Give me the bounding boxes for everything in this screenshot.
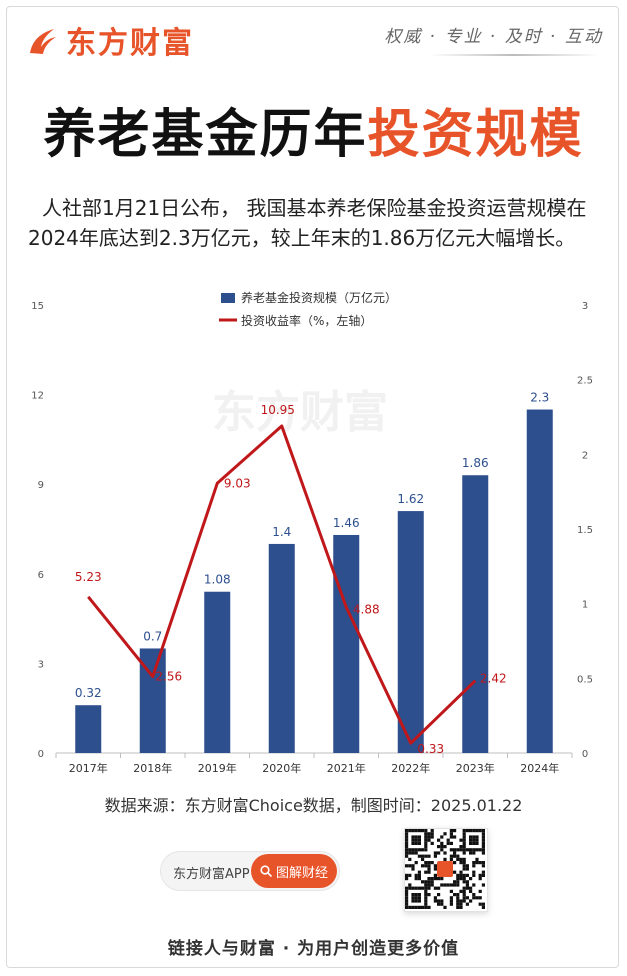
bar-value-label: 1.08 (204, 573, 231, 587)
app-name: 东方财富APP (173, 863, 250, 882)
right-axis-tick: 1.5 (577, 525, 593, 536)
qr-code[interactable] (404, 828, 488, 912)
bar-investment-scale (333, 535, 359, 753)
bar-investment-scale (75, 705, 101, 753)
intro-paragraph: 人社部1月21日公布， 我国基本养老保险基金投资运营规模在2024年底达到2.3… (28, 193, 608, 253)
data-source-note: 数据来源：东方财富Choice数据，制图时间：2025.01.22 (0, 792, 627, 816)
brand-slogan: 权威 · 专业 · 及时 · 互动 (384, 22, 603, 47)
bar-value-label: 1.46 (333, 516, 360, 530)
x-axis-tick-label: 2019年 (198, 761, 237, 775)
line-value-label: 4.88 (353, 602, 380, 616)
left-axis-tick: 15 (31, 301, 44, 312)
legend-bar-label: 养老基金投资规模（万亿元） (241, 290, 397, 305)
line-value-label: 2.56 (155, 670, 182, 684)
line-value-label: 0.33 (417, 742, 444, 756)
footer-tagline: 链接人与财富 · 为用户创造更多价值 (0, 934, 627, 959)
x-axis-tick-label: 2021年 (327, 761, 366, 775)
x-axis-tick-label: 2020年 (262, 761, 301, 775)
bar-value-label: 2.3 (530, 391, 549, 405)
bar-investment-scale (269, 544, 295, 753)
right-axis-tick: 0.5 (577, 674, 593, 685)
brand-flame-icon (26, 23, 60, 57)
pension-fund-chart: 东方财富 养老基金投资规模（万亿元）投资收益率（%，左轴） 0369121500… (0, 285, 627, 790)
right-axis-tick: 0 (582, 749, 588, 760)
left-axis-tick: 6 (38, 570, 44, 581)
legend-line-label: 投资收益率（%，左轴） (241, 313, 372, 328)
chart-legend: 养老基金投资规模（万亿元） 投资收益率（%，左轴） (219, 290, 397, 328)
x-axis-tick-label: 2023年 (456, 761, 495, 775)
bar-value-label: 0.32 (75, 686, 102, 700)
bar-value-label: 1.62 (397, 492, 424, 506)
brand-name: 东方财富 (66, 18, 194, 62)
app-search-button[interactable]: 图解财经 (251, 854, 337, 888)
line-value-label: 10.95 (261, 403, 295, 417)
chart-watermark: 东方财富 (212, 387, 388, 438)
x-axis-tick-label: 2017年 (69, 761, 108, 775)
right-axis-tick: 2 (582, 450, 588, 461)
bar-investment-scale (527, 410, 553, 753)
right-axis-tick: 2.5 (577, 376, 593, 387)
line-value-label: 9.03 (224, 476, 251, 490)
line-value-label: 5.23 (75, 570, 102, 584)
bar-investment-scale (204, 592, 230, 753)
qr-code-image (405, 829, 485, 909)
x-axis-tick-label: 2022年 (391, 761, 430, 775)
right-axis-tick: 1 (582, 600, 588, 611)
bar-value-label: 1.4 (272, 525, 291, 539)
slogan-underline (429, 54, 599, 56)
bar-investment-scale (398, 511, 424, 753)
title-part-black: 养老基金历年 (43, 105, 367, 165)
left-axis-tick: 9 (38, 480, 44, 491)
brand-logo: 东方财富 (26, 18, 194, 62)
search-icon (260, 865, 272, 877)
watermark-text: 东方财富 (212, 387, 388, 438)
x-axis-tick-label: 2024年 (520, 761, 559, 775)
app-promo-pill[interactable]: 东方财富APP 图解财经 (160, 851, 340, 891)
right-axis-tick: 3 (582, 301, 588, 312)
bar-value-label: 0.7 (143, 629, 162, 643)
app-button-label: 图解财经 (276, 862, 328, 881)
legend-bar-swatch (221, 293, 235, 303)
left-axis-tick: 12 (31, 391, 44, 402)
line-value-label: 2.42 (480, 672, 507, 686)
left-axis-tick: 0 (38, 749, 44, 760)
bar-value-label: 1.86 (462, 456, 489, 470)
title-part-orange: 投资规模 (368, 105, 584, 165)
bar-investment-scale (462, 475, 488, 753)
page-title: 养老基金历年投资规模 (0, 92, 627, 167)
x-axis-tick-label: 2018年 (133, 761, 172, 775)
left-axis-tick: 3 (38, 659, 44, 670)
